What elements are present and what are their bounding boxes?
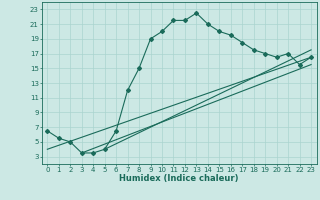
X-axis label: Humidex (Indice chaleur): Humidex (Indice chaleur)	[119, 174, 239, 183]
